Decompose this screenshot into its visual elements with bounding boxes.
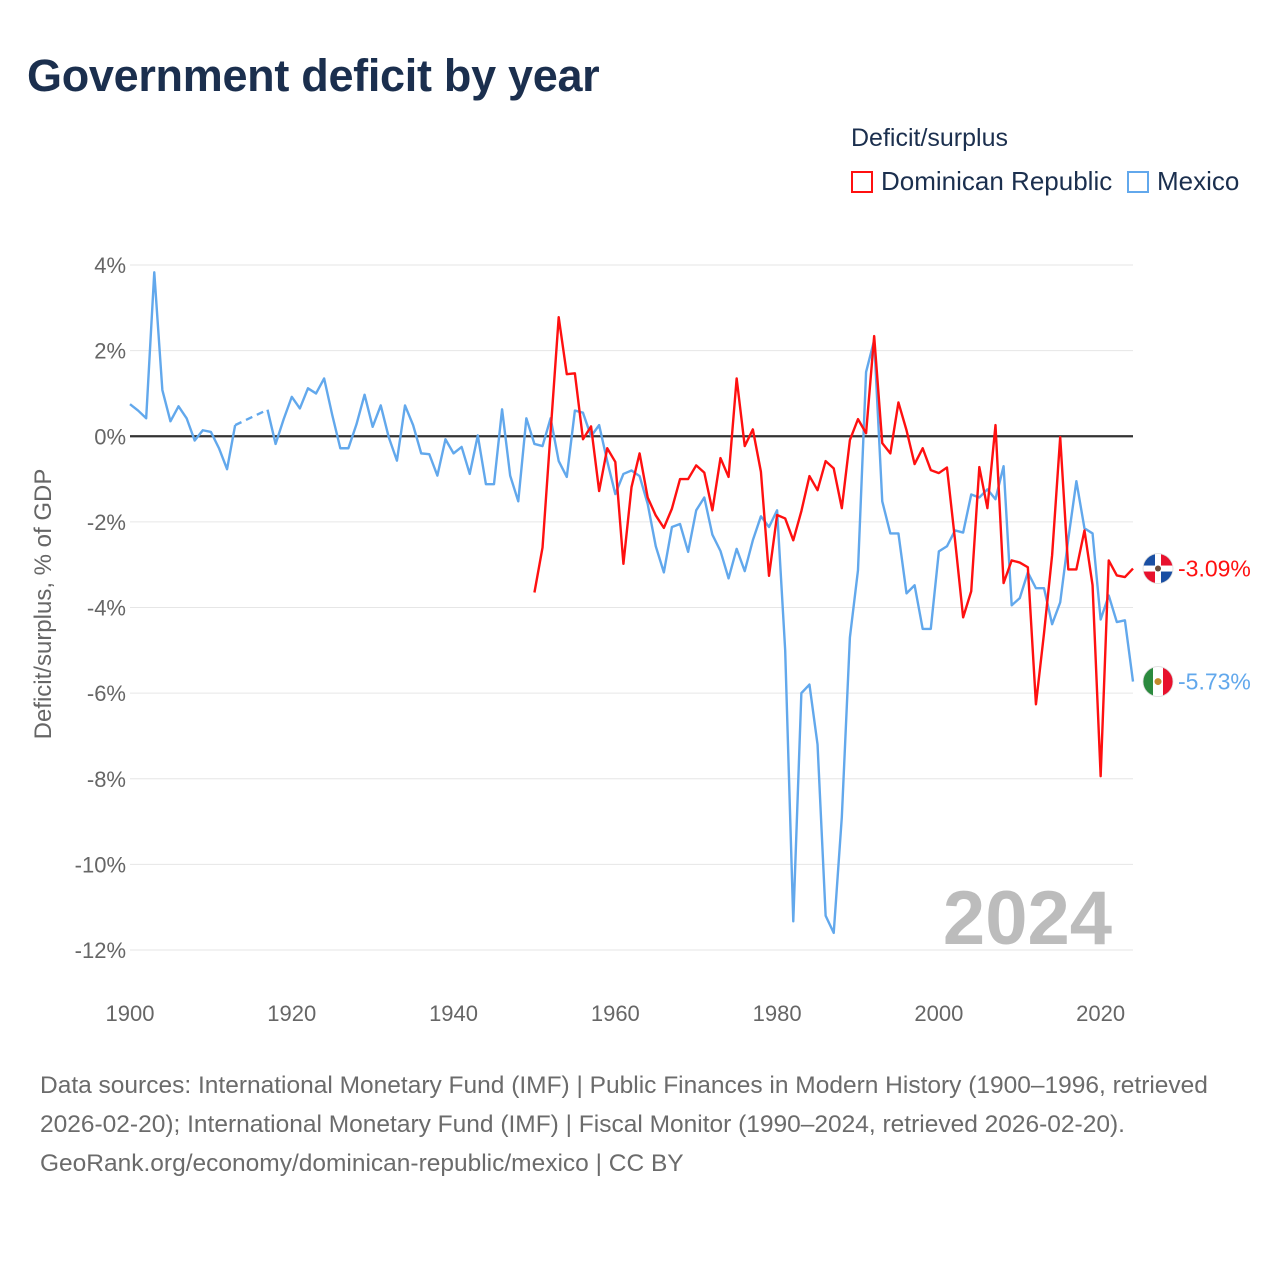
- legend-item-mexico[interactable]: Mexico: [1127, 166, 1239, 197]
- x-tick-label: 1960: [591, 1001, 640, 1026]
- y-tick-label: 4%: [94, 253, 126, 278]
- series-line: [266, 339, 1135, 935]
- chart-title: Government deficit by year: [27, 50, 600, 101]
- dominican-republic-flag-icon: [1142, 553, 1174, 584]
- y-tick-label: -6%: [87, 681, 126, 706]
- legend-swatch-icon: [1127, 170, 1149, 193]
- footer: Data sources: International Monetary Fun…: [40, 1066, 1250, 1183]
- series-line: [533, 316, 1134, 778]
- y-axis-label: Deficit/surplus, % of GDP: [30, 469, 57, 740]
- x-tick-label: 2000: [914, 1001, 963, 1026]
- y-tick-label: -8%: [87, 767, 126, 792]
- series-line: [129, 271, 237, 471]
- legend-title: Deficit/surplus: [851, 124, 1008, 152]
- legend-label: Mexico: [1157, 166, 1240, 196]
- y-tick-label: -2%: [87, 510, 126, 535]
- legend-item-dominican-republic[interactable]: Dominican Republic: [851, 166, 1112, 197]
- x-tick-label: 1900: [106, 1001, 155, 1026]
- gap-line: [234, 408, 269, 427]
- y-tick-label: -10%: [75, 852, 126, 877]
- chart-plot: 4% 2% 0% -2% -4% -6% -8% -10% -12% 1900 1920 1940 19…: [30, 253, 1251, 1026]
- series-mexico: [129, 271, 1135, 935]
- legend-label: Dominican Republic: [881, 166, 1113, 196]
- y-tick-label: 2%: [94, 339, 126, 364]
- data-sources: Data sources: International Monetary Fun…: [40, 1072, 1208, 1138]
- y-tick-label: -4%: [87, 596, 126, 621]
- end-value-label: -5.73%: [1178, 669, 1251, 695]
- x-tick-label: 1980: [753, 1001, 802, 1026]
- end-value-label: -3.09%: [1178, 556, 1251, 582]
- y-tick-label: -12%: [75, 938, 126, 963]
- attribution-link[interactable]: GeoRank.org/economy/dominican-republic/m…: [40, 1150, 684, 1177]
- x-tick-label: 2020: [1076, 1001, 1125, 1026]
- legend-swatch-icon: [851, 170, 873, 193]
- y-tick-label: 0%: [94, 424, 126, 449]
- x-tick-label: 1940: [429, 1001, 478, 1026]
- series-dominican-republic: [533, 316, 1134, 778]
- year-watermark: 2024: [943, 876, 1112, 961]
- x-tick-label: 1920: [267, 1001, 316, 1026]
- mexico-flag-icon: [1142, 666, 1174, 697]
